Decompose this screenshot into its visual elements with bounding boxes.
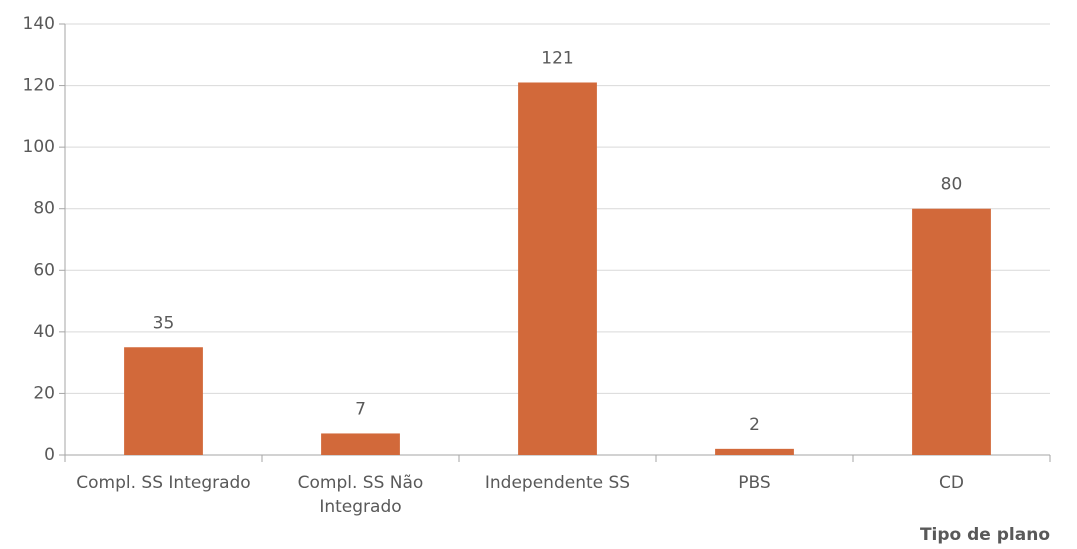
y-tick-label: 80 — [33, 199, 55, 219]
x-axis-title: Tipo de plano — [920, 525, 1050, 545]
x-tick-label: Compl. SS Não Integrado — [298, 473, 424, 517]
y-tick-label: 140 — [23, 14, 55, 34]
y-tick-label: 60 — [33, 260, 55, 280]
value-label: 7 — [355, 399, 366, 419]
y-tick-label: 20 — [33, 383, 55, 403]
value-label: 80 — [941, 175, 963, 195]
bar — [912, 208, 991, 455]
y-tick-label: 40 — [33, 322, 55, 342]
x-tick-label: Independente SS — [485, 473, 630, 493]
y-tick-label: 100 — [23, 137, 55, 157]
value-label: 2 — [749, 415, 760, 435]
x-tick-label: Compl. SS Integrado — [76, 473, 250, 493]
bar — [518, 82, 597, 455]
y-tick-label: 120 — [23, 76, 55, 96]
value-label: 35 — [153, 313, 175, 333]
bar — [715, 448, 794, 455]
bar — [321, 433, 400, 455]
x-tick-label: CD — [939, 473, 964, 493]
x-tick-label: PBS — [738, 473, 770, 493]
value-label: 121 — [541, 48, 573, 68]
y-tick-label: 0 — [44, 445, 55, 465]
bar — [124, 347, 203, 455]
